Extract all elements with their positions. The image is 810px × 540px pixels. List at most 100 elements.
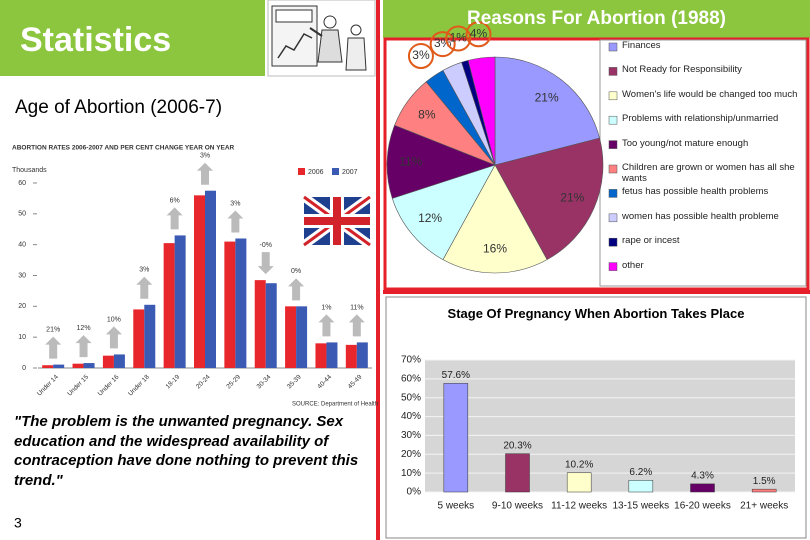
bar (53, 364, 65, 368)
clip-art (267, 0, 376, 77)
pie-slice (494, 137, 604, 261)
change-arrow (318, 314, 335, 337)
bar (83, 363, 95, 368)
legend-label: Women's life would be changed too much (622, 88, 798, 100)
x-tick-label: Under 18 (127, 373, 151, 397)
bar (443, 383, 469, 493)
bar (285, 306, 297, 368)
legend-label: rape or incest (622, 235, 680, 247)
bar (102, 355, 114, 368)
pie-title-band (383, 0, 810, 38)
y-tick-label: 0% (407, 487, 422, 498)
pie-slice (494, 56, 600, 166)
change-arrow (136, 276, 153, 299)
bar (42, 365, 54, 368)
change-label: 3% (139, 267, 149, 274)
slice-label: 1% (450, 31, 468, 45)
callout-circle (429, 31, 456, 58)
change-label: 10% (107, 316, 121, 323)
bar (628, 480, 654, 493)
x-tick-label: 16-20 weeks (674, 501, 731, 512)
pie-title: Reasons For Abortion (1988) (466, 8, 726, 29)
change-label: 1% (321, 304, 331, 311)
legend-label: other (622, 259, 644, 271)
y-tick-label: 60 (18, 180, 26, 187)
legend-label: 2007 (342, 169, 358, 176)
y-tick-label: 10 (18, 334, 26, 341)
y-tick-label: 50 (18, 211, 26, 218)
callout-circle (465, 21, 492, 48)
bar (690, 483, 715, 493)
header-band (0, 0, 265, 76)
change-arrow (257, 252, 274, 275)
legend-swatch (608, 91, 618, 101)
legend-label: Finances (622, 40, 661, 51)
legend-swatch (608, 67, 618, 76)
legend-swatch (608, 164, 618, 174)
stage-title: Stage Of Pregnancy When Abortion Takes P… (447, 306, 745, 321)
x-tick-label: Under 14 (36, 373, 60, 397)
y-tick-label: 40% (401, 411, 421, 422)
x-tick-label: 40-44 (316, 373, 333, 390)
change-label: 6% (170, 197, 180, 204)
value-label: 20.3% (503, 440, 531, 451)
x-tick-label: 30-34 (256, 373, 273, 390)
pie-slice (386, 124, 496, 199)
legend-swatch (608, 237, 618, 247)
plot-area (425, 360, 795, 492)
slice-label: 12% (418, 211, 442, 225)
bar (296, 306, 308, 368)
slice-label: 21% (535, 91, 559, 105)
bar (205, 190, 216, 368)
change-arrow (105, 326, 122, 349)
pie-slice (467, 56, 496, 166)
value-label: 4.3% (691, 471, 714, 482)
value-label: 57.6% (442, 370, 470, 381)
x-tick-label: 11-12 weeks (551, 501, 607, 512)
x-tick-label: 21+ weeks (740, 501, 788, 512)
change-label: 3% (200, 153, 210, 160)
x-tick-label: 25-29 (225, 373, 242, 390)
bar (356, 342, 368, 368)
bar (174, 235, 186, 368)
change-arrow (288, 278, 305, 301)
legend-swatch (608, 140, 618, 149)
pie-slice (391, 164, 496, 261)
bar (235, 238, 247, 368)
change-arrow (75, 335, 92, 358)
source: SOURCE: Department of Health (292, 402, 378, 408)
slice-label: 8% (418, 108, 436, 122)
chart-title: ABORTION RATES 2006-2007 AND PER CENT CH… (12, 145, 235, 152)
slice-label: 21% (560, 191, 584, 205)
bar (133, 309, 145, 368)
x-tick-label: 13-15 weeks (612, 501, 669, 512)
legend-label: Too young/not mature enough (622, 137, 749, 149)
x-tick-label: Under 15 (66, 373, 90, 397)
x-tick-label: 9-10 weeks (492, 501, 543, 512)
change-label: 21% (46, 326, 60, 333)
value-label: 6.2% (629, 467, 652, 478)
y-tick-label: 0 (22, 365, 26, 372)
y-tick-label: 30 (18, 272, 26, 279)
legend-label: Children are grown or women has all she … (622, 162, 795, 184)
y-axis-label: Thousands (12, 167, 47, 174)
bar (315, 343, 327, 368)
y-tick-label: 50% (401, 392, 421, 403)
x-tick-label: 18-19 (165, 373, 182, 390)
quote: "The problem is the unwanted pregnancy. … (14, 413, 359, 489)
legend-swatch (608, 262, 618, 271)
flag (301, 193, 373, 249)
change-label: 12% (77, 325, 91, 332)
legend-swatch (608, 42, 618, 52)
legend-swatch (608, 189, 618, 198)
legend-label: fetus has possible health problems (622, 186, 769, 198)
bar (751, 488, 777, 493)
slice-label: 11% (399, 155, 422, 169)
x-tick-label: 35-39 (286, 373, 303, 390)
bar (254, 280, 266, 368)
bar (326, 342, 338, 368)
slide-title: Statistics (20, 21, 171, 59)
slice-label: 16% (483, 241, 507, 255)
